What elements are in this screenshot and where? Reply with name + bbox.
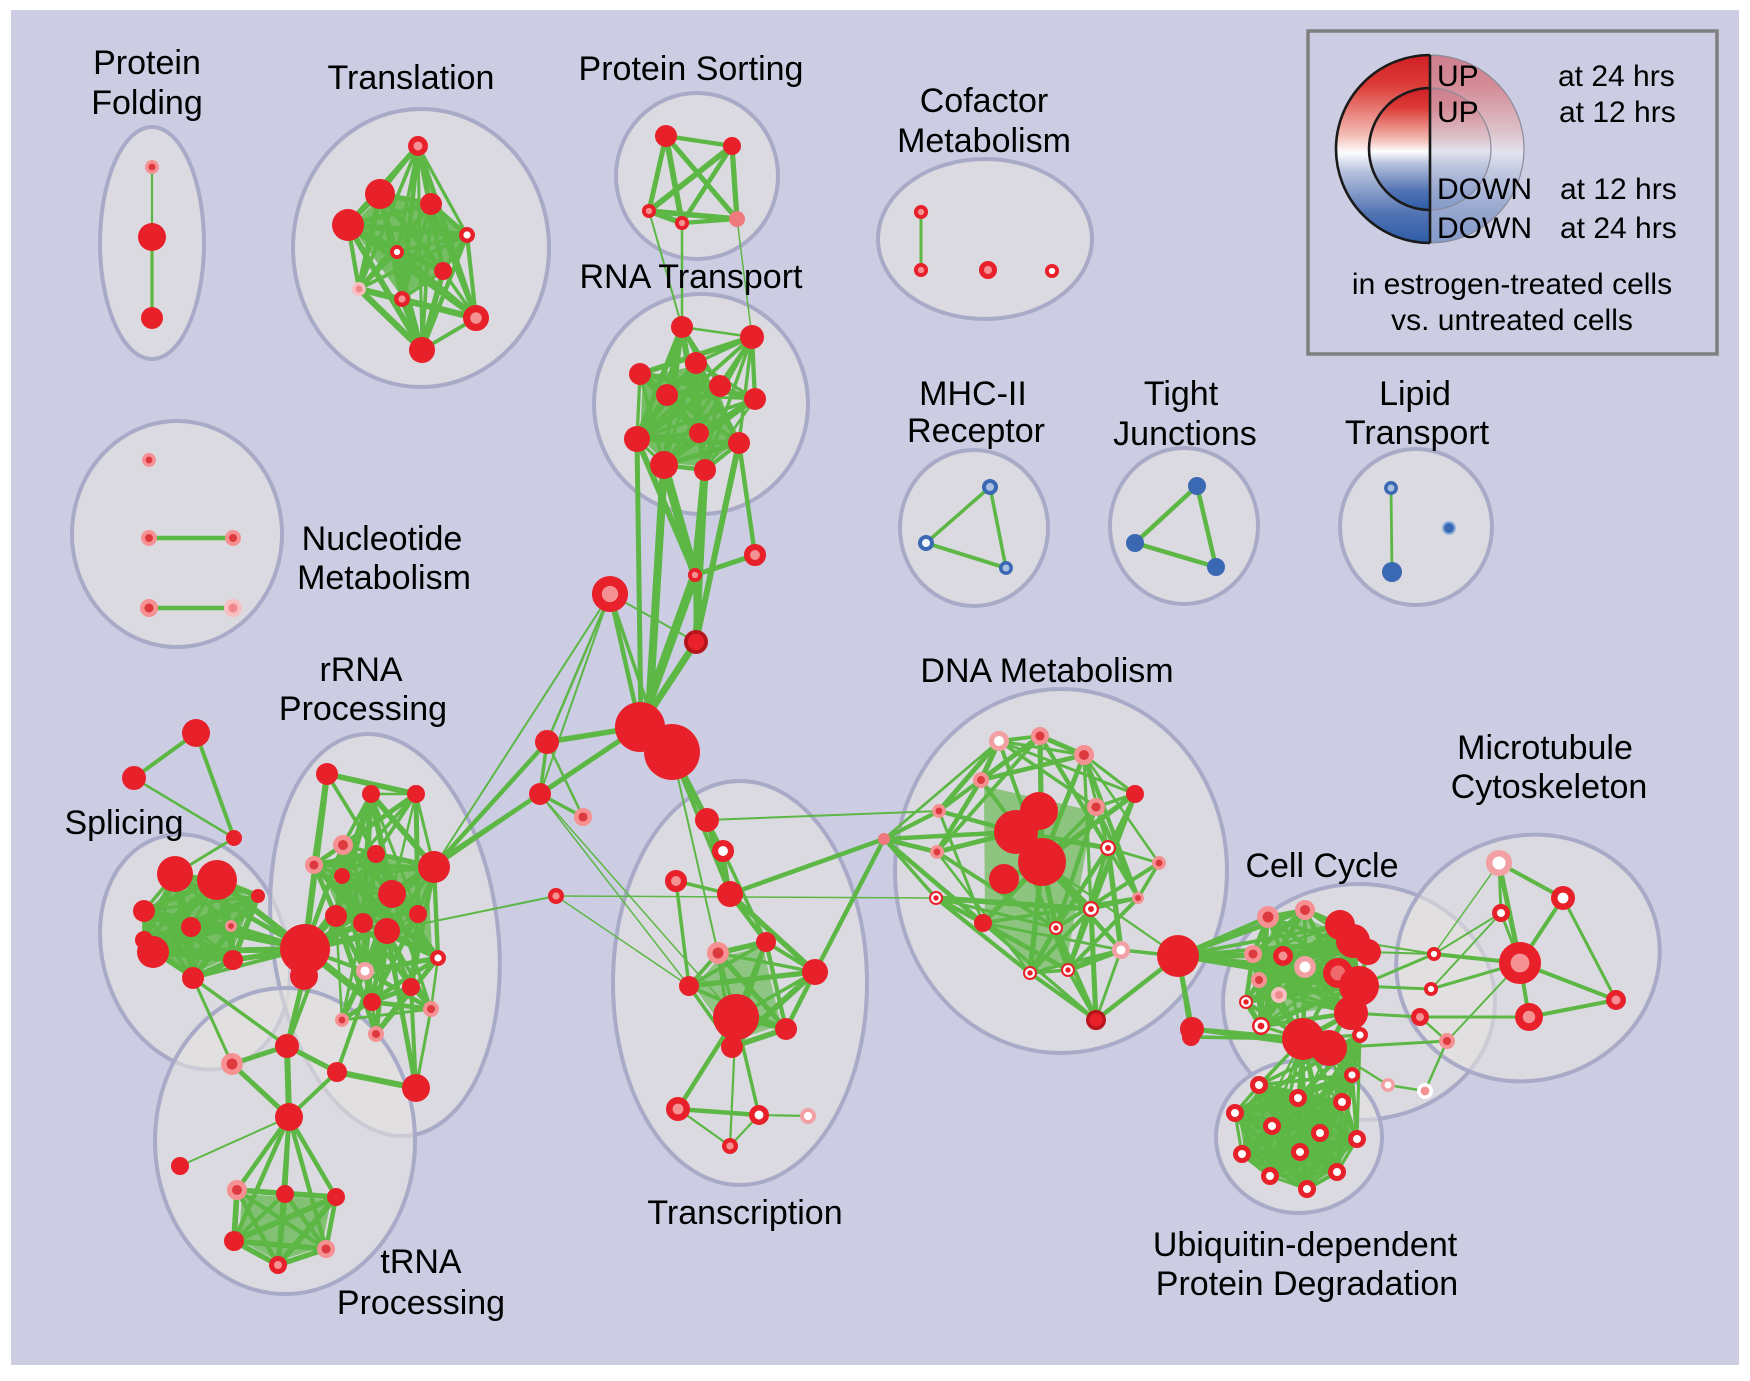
svg-text:Cofactor: Cofactor bbox=[920, 82, 1049, 120]
svg-text:Tight: Tight bbox=[1144, 375, 1219, 413]
svg-text:Processing: Processing bbox=[279, 690, 447, 728]
svg-text:Protein Degradation: Protein Degradation bbox=[1156, 1265, 1458, 1303]
svg-text:Transcription: Transcription bbox=[647, 1194, 842, 1232]
svg-text:UP: UP bbox=[1437, 60, 1479, 93]
svg-text:DNA Metabolism: DNA Metabolism bbox=[920, 652, 1173, 690]
svg-text:DOWN: DOWN bbox=[1437, 212, 1532, 245]
svg-text:Metabolism: Metabolism bbox=[897, 122, 1071, 160]
svg-text:Lipid: Lipid bbox=[1379, 375, 1451, 413]
svg-text:Cytoskeleton: Cytoskeleton bbox=[1451, 768, 1648, 806]
svg-text:MHC-II: MHC-II bbox=[919, 375, 1027, 413]
svg-text:Splicing: Splicing bbox=[64, 804, 183, 842]
svg-text:Transport: Transport bbox=[1345, 414, 1490, 452]
svg-text:Translation: Translation bbox=[328, 59, 495, 97]
svg-text:tRNA: tRNA bbox=[380, 1243, 462, 1281]
svg-text:in estrogen-treated cells: in estrogen-treated cells bbox=[1352, 268, 1672, 301]
svg-text:Processing: Processing bbox=[337, 1284, 505, 1322]
svg-text:Receptor: Receptor bbox=[907, 412, 1045, 450]
svg-text:Nucleotide: Nucleotide bbox=[302, 520, 463, 558]
svg-text:at 24 hrs: at 24 hrs bbox=[1560, 212, 1677, 245]
svg-text:RNA Transport: RNA Transport bbox=[580, 258, 804, 296]
svg-text:Protein: Protein bbox=[93, 44, 201, 82]
svg-text:Folding: Folding bbox=[91, 84, 203, 122]
svg-text:at 24 hrs: at 24 hrs bbox=[1558, 60, 1675, 93]
svg-text:Microtubule: Microtubule bbox=[1457, 729, 1633, 767]
svg-text:rRNA: rRNA bbox=[319, 651, 402, 689]
svg-text:at 12 hrs: at 12 hrs bbox=[1559, 96, 1676, 129]
svg-text:DOWN: DOWN bbox=[1437, 173, 1532, 206]
svg-text:vs. untreated cells: vs. untreated cells bbox=[1391, 304, 1633, 337]
svg-text:Ubiquitin-dependent: Ubiquitin-dependent bbox=[1153, 1226, 1458, 1264]
svg-text:Cell Cycle: Cell Cycle bbox=[1245, 847, 1398, 885]
svg-text:Metabolism: Metabolism bbox=[297, 559, 471, 597]
svg-text:UP: UP bbox=[1437, 96, 1479, 129]
svg-text:at 12 hrs: at 12 hrs bbox=[1560, 173, 1677, 206]
svg-text:Junctions: Junctions bbox=[1113, 415, 1257, 453]
svg-text:Protein Sorting: Protein Sorting bbox=[579, 50, 804, 88]
